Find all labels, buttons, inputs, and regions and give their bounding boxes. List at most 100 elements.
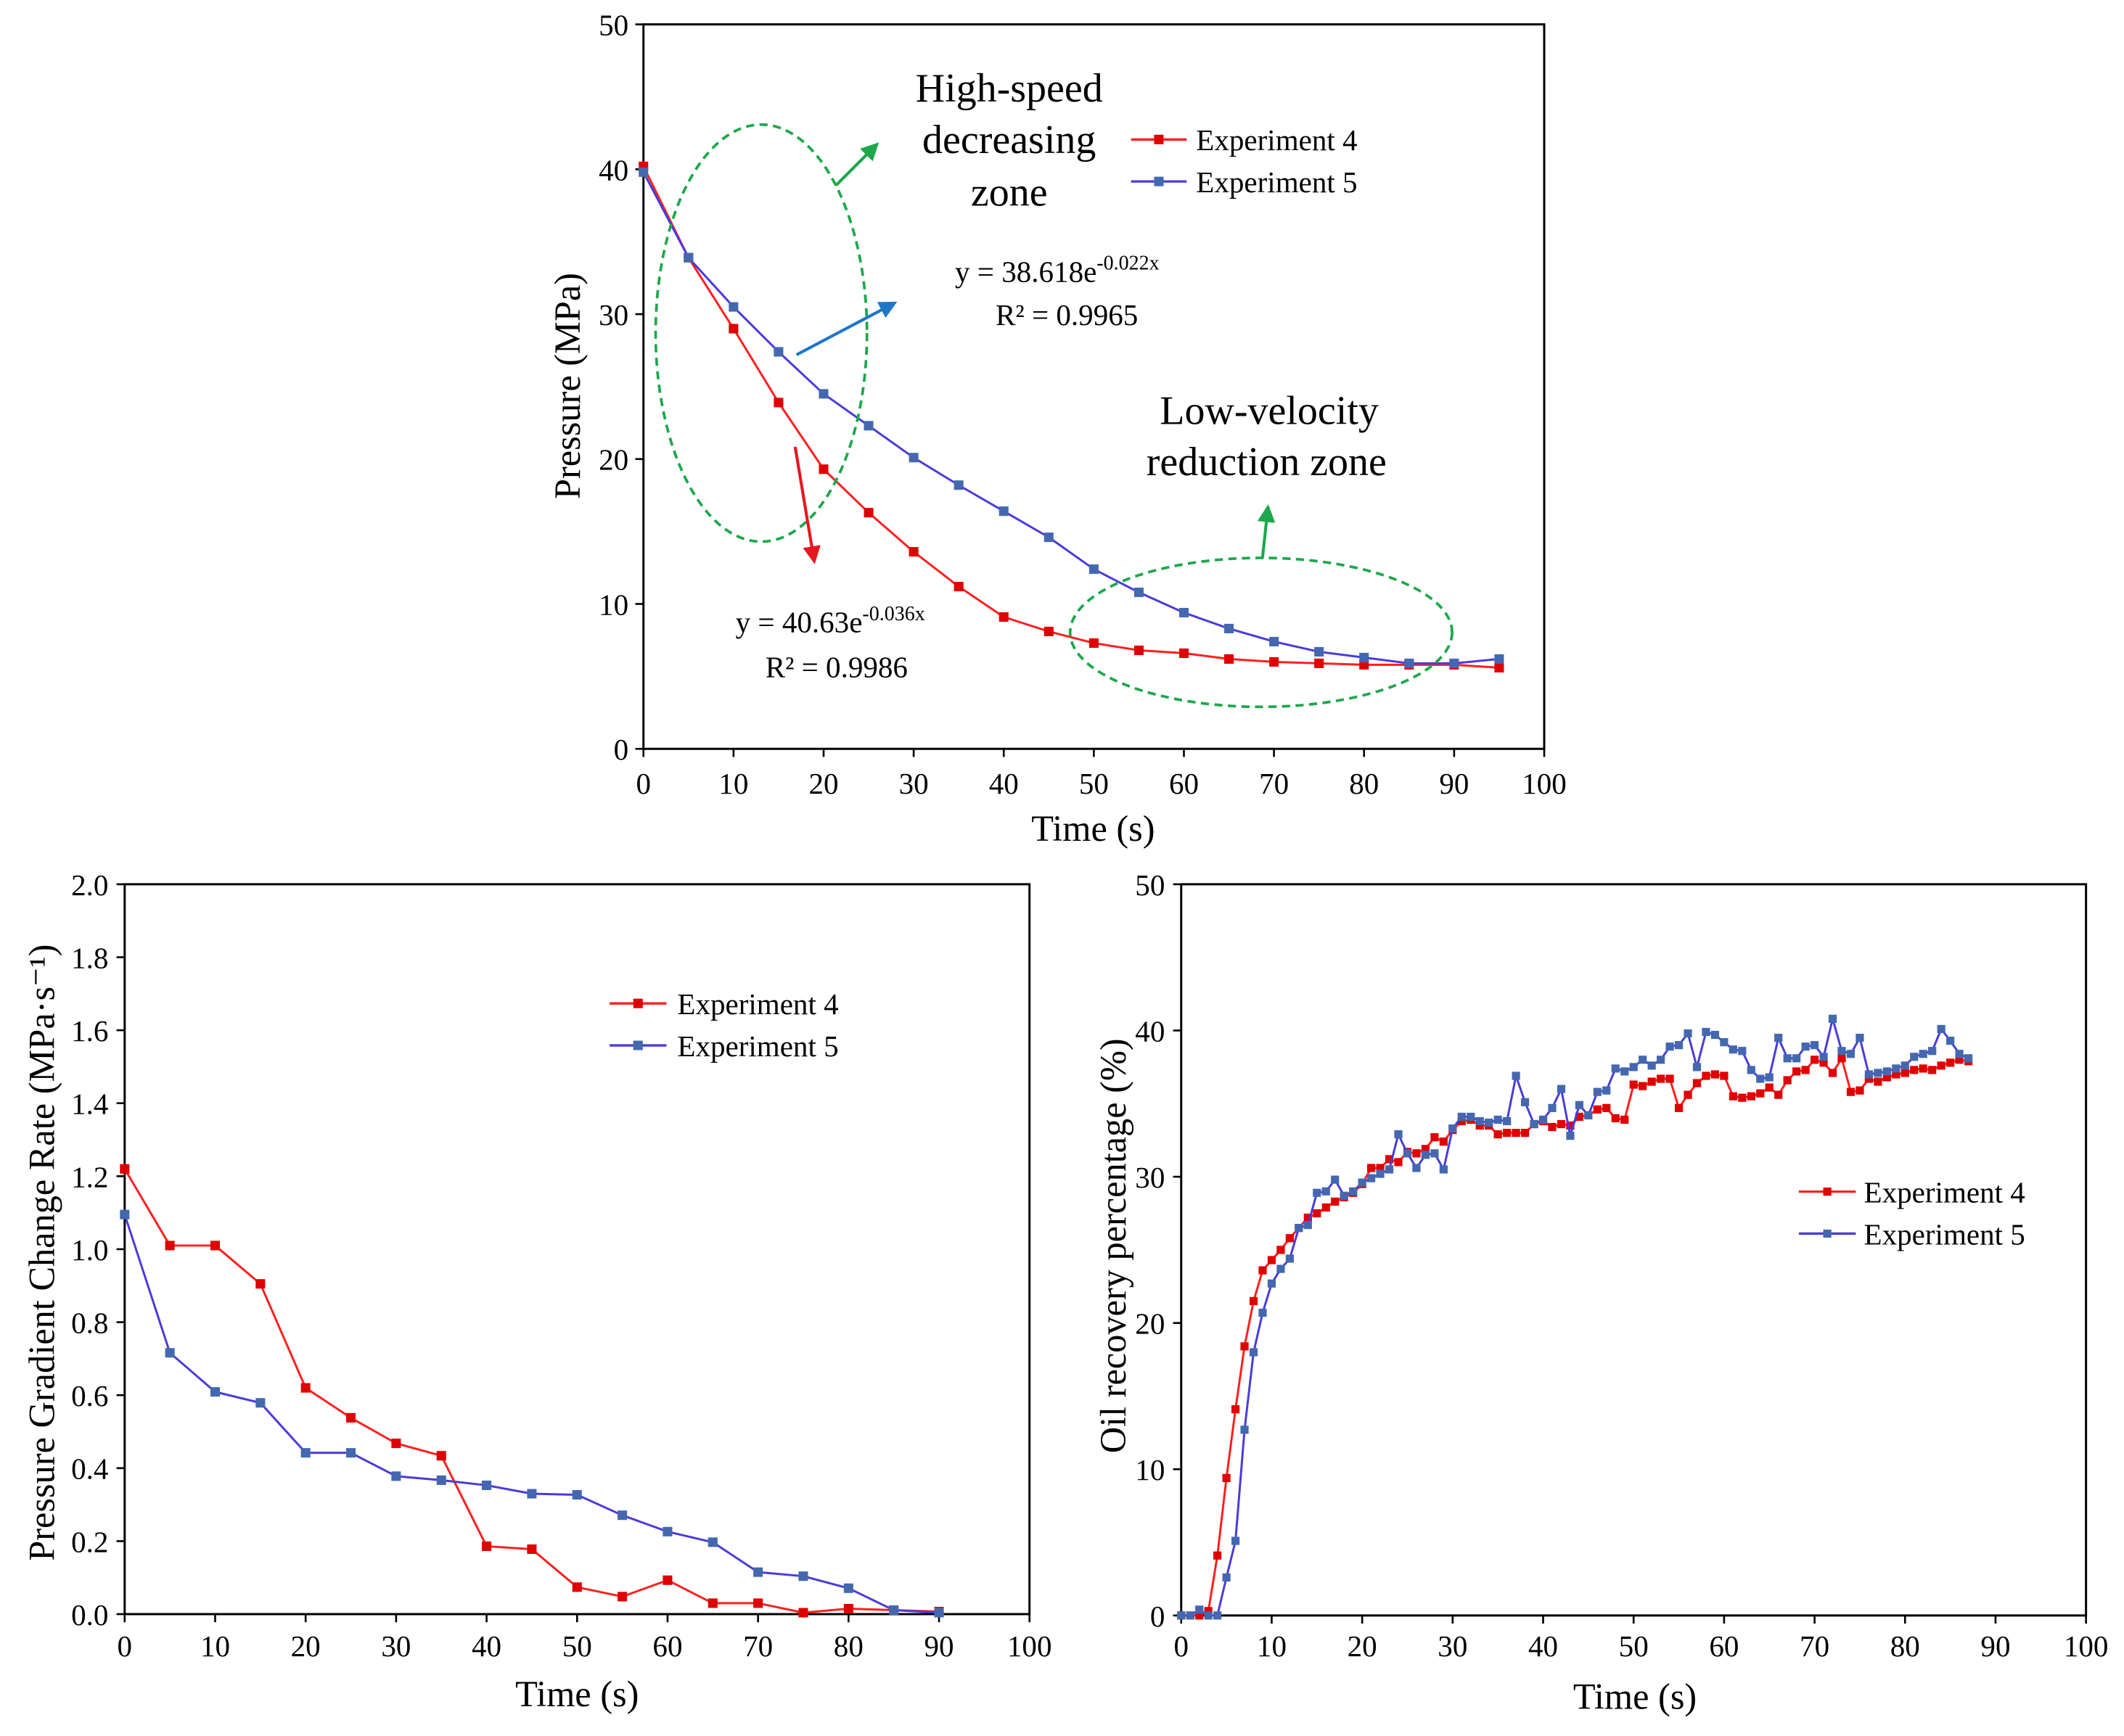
- experiment-4-point: [1421, 1145, 1430, 1153]
- x-tick-label: 100: [1007, 1629, 1052, 1663]
- x-tick-label: 0: [636, 767, 651, 800]
- equation-exponent: -0.022x: [1096, 252, 1159, 274]
- experiment-4-point: [1043, 626, 1054, 636]
- experiment-5-point: [1710, 1030, 1720, 1040]
- experiment-5-point: [1412, 1164, 1421, 1172]
- experiment-5-point: [1313, 1188, 1321, 1197]
- experiment-5-point: [1493, 1115, 1502, 1124]
- experiment-5-point: [1385, 1165, 1394, 1174]
- experiment-4-point: [210, 1241, 221, 1251]
- experiment-5-point: [1747, 1066, 1755, 1074]
- x-axis-title: Time (s): [1573, 1677, 1697, 1717]
- experiment-5-point: [1575, 1101, 1583, 1109]
- experiment-4-point: [1602, 1103, 1611, 1112]
- experiment-4-point: [729, 324, 739, 334]
- experiment-5-point: [1684, 1029, 1692, 1038]
- experiment-5-point: [1846, 1050, 1856, 1058]
- experiment-4-point: [1856, 1086, 1864, 1095]
- experiment-5-point: [1267, 1279, 1276, 1288]
- experiment-4-point: [1747, 1092, 1755, 1101]
- experiment-4-point: [819, 464, 829, 474]
- experiment-5-point: [1837, 1047, 1846, 1056]
- experiment-5-point: [1285, 1254, 1294, 1263]
- exp5-fit-equation: y = 38.618e-0.022x: [955, 252, 1160, 288]
- experiment-5-point: [1792, 1054, 1801, 1063]
- experiment-4-point: [1503, 1129, 1512, 1138]
- experiment-5-point: [1186, 1611, 1194, 1620]
- experiment-4-point: [391, 1439, 401, 1449]
- experiment-5-point: [1213, 1611, 1222, 1620]
- experiment-5-point: [1856, 1033, 1864, 1042]
- experiment-5-point: [1720, 1038, 1729, 1047]
- experiment-4-point: [1430, 1133, 1439, 1142]
- experiment-5-point: [120, 1209, 130, 1219]
- experiment-4-point: [1313, 1209, 1321, 1218]
- chart-2: 0 10 20 30 40 50 60 70 80 90 100 0.0 0.2 0.4 0.6 0.8 1.0…: [22, 868, 1052, 1714]
- experiment-5-point: [1503, 1116, 1512, 1126]
- experiment-4-point: [1783, 1076, 1792, 1085]
- experiment-5-point: [1593, 1087, 1602, 1096]
- experiment-4-point: [1376, 1164, 1385, 1172]
- high-speed-zone-arrow: [835, 142, 879, 187]
- experiment-4-point: [1321, 1203, 1330, 1212]
- low-velocity-zone-ellipse: [1068, 556, 1453, 709]
- equation-exponent: -0.036x: [862, 603, 924, 625]
- legend-entry-experiment-5: Experiment 5: [610, 1029, 839, 1063]
- experiment-4-point: [1249, 1296, 1258, 1306]
- experiment-5-point: [1439, 1165, 1448, 1174]
- x-axis-title: Time (s): [1031, 808, 1155, 849]
- x-tick-label: 40: [989, 767, 1019, 800]
- experiment-5-point: [1783, 1054, 1792, 1063]
- experiment-4-line: [642, 165, 1500, 669]
- experiment-4-point: [774, 398, 784, 408]
- experiment-5-point: [934, 1608, 944, 1618]
- x-tick-label: 80: [834, 1629, 864, 1663]
- y-tick-label: 40: [599, 153, 628, 186]
- experiment-5-point: [1738, 1047, 1747, 1056]
- high-speed-zone-label: decreasing: [922, 118, 1096, 163]
- experiment-5-point: [1088, 564, 1099, 575]
- experiment-5-point: [1919, 1050, 1927, 1058]
- y-tick-label: 2.0: [71, 868, 108, 902]
- exp4-fit-equation: y = 40.63e-0.036x: [736, 603, 925, 639]
- x-tick-label: 70: [1800, 1629, 1829, 1663]
- experiment-5-point: [774, 347, 784, 357]
- experiment-5-point: [819, 389, 829, 399]
- experiment-5-point: [1224, 623, 1234, 633]
- experiment-5-point: [1566, 1132, 1575, 1140]
- experiment-5-point: [999, 506, 1009, 517]
- experiment-4-point: [1720, 1071, 1729, 1080]
- experiment-4-point: [1620, 1115, 1629, 1124]
- experiment-5-point: [618, 1510, 628, 1521]
- experiment-5-point: [729, 302, 739, 312]
- experiment-5-series: [1177, 1014, 1973, 1620]
- experiment-4-point: [527, 1544, 537, 1554]
- experiment-5-point: [1303, 1221, 1312, 1230]
- experiment-5-point: [1231, 1537, 1240, 1545]
- y-tick-label: 0: [614, 733, 629, 766]
- legend-marker: [633, 998, 643, 1008]
- experiment-5-point: [482, 1480, 492, 1490]
- experiment-4-point: [798, 1608, 808, 1618]
- legend-entry-experiment-5: Experiment 5: [1131, 165, 1358, 199]
- experiment-5-point: [1195, 1605, 1204, 1614]
- experiment-4-point: [1195, 1611, 1204, 1620]
- experiment-4-point: [753, 1598, 763, 1608]
- experiment-4-point: [663, 1575, 673, 1585]
- experiment-4-point: [1629, 1080, 1638, 1089]
- experiment-5-point: [798, 1571, 808, 1581]
- experiment-5-series: [120, 1209, 944, 1618]
- x-tick-label: 100: [1522, 767, 1567, 800]
- y-axis-title: Pressure (MPa): [547, 273, 588, 499]
- experiment-5-point: [1295, 1224, 1303, 1233]
- experiment-4-point: [1213, 1551, 1222, 1560]
- x-tick-label: 10: [200, 1629, 230, 1663]
- experiment-5-point: [572, 1489, 582, 1500]
- experiment-5-point: [1430, 1149, 1439, 1158]
- y-tick-label: 0.4: [71, 1452, 108, 1486]
- y-tick-label: 40: [1135, 1014, 1165, 1048]
- experiment-5-point: [1133, 587, 1144, 598]
- legend-marker: [1823, 1229, 1832, 1238]
- x-tick-label: 80: [1349, 767, 1379, 800]
